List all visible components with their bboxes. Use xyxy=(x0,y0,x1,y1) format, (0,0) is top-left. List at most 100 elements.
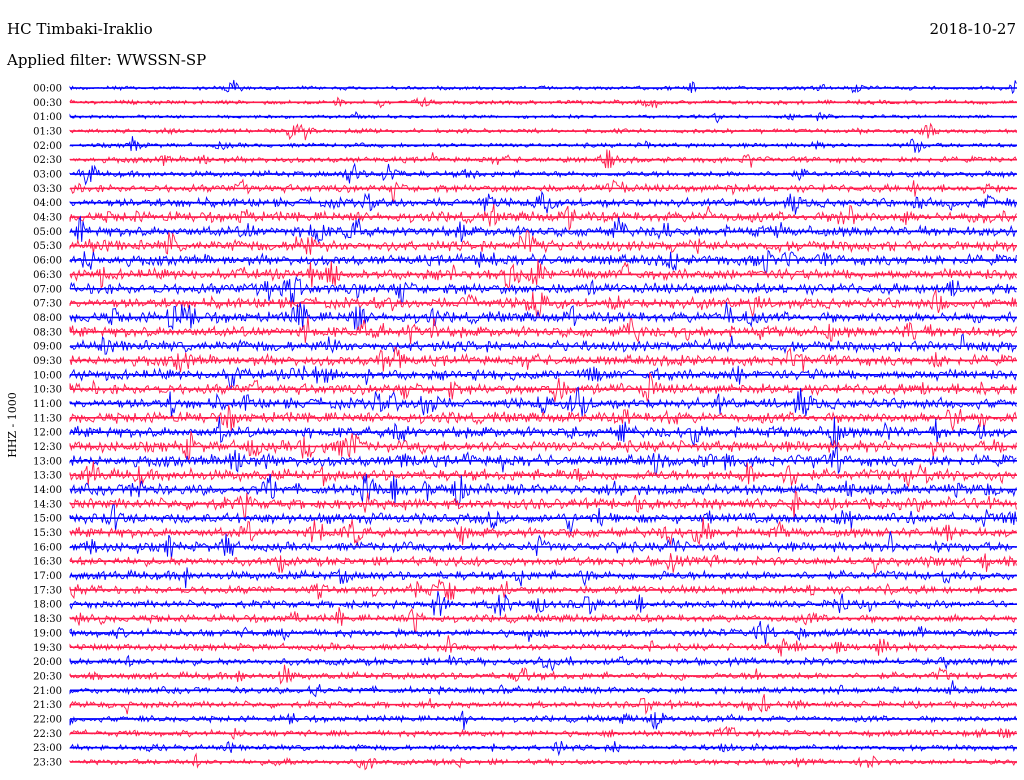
seismic-trace xyxy=(69,445,1017,477)
time-tick-label: 07:00 xyxy=(33,284,62,295)
time-tick-label: 20:30 xyxy=(33,671,62,682)
time-tick-label: 04:30 xyxy=(33,213,62,224)
station-title: HC Timbaki-Iraklio xyxy=(7,20,153,38)
seismic-trace xyxy=(69,289,1017,319)
seismic-trace xyxy=(69,431,1017,462)
time-tick-label: 01:00 xyxy=(33,112,62,123)
time-tick-label: 07:30 xyxy=(33,299,62,310)
traces-layer xyxy=(69,79,1017,771)
seismic-trace xyxy=(69,302,1017,331)
time-tick-label: 02:00 xyxy=(33,141,62,152)
seismic-trace xyxy=(69,162,1017,186)
time-tick-label: 12:30 xyxy=(33,442,62,453)
time-tick-label: 20:00 xyxy=(33,657,62,668)
seismic-trace xyxy=(69,694,1017,715)
time-tick-label: 09:30 xyxy=(33,356,62,367)
time-tick-label: 05:00 xyxy=(33,227,62,238)
time-tick-label: 00:30 xyxy=(33,98,62,109)
time-tick-label: 05:30 xyxy=(33,241,62,252)
time-tick-label: 14:00 xyxy=(33,485,62,496)
time-tick-label: 15:00 xyxy=(33,514,62,525)
record-date: 2018-10-27 xyxy=(929,20,1016,38)
seismic-trace xyxy=(69,96,1017,109)
seismic-trace xyxy=(69,635,1017,657)
seismic-trace xyxy=(69,620,1017,645)
time-tick-label: 00:00 xyxy=(33,84,62,95)
time-tick-label: 01:30 xyxy=(33,127,62,138)
time-tick-label: 03:30 xyxy=(33,184,62,195)
time-tick-label: 23:00 xyxy=(33,743,62,754)
seismic-trace xyxy=(69,110,1017,124)
seismic-trace xyxy=(69,591,1017,616)
seismic-trace xyxy=(69,607,1017,634)
seismic-trace xyxy=(69,752,1017,771)
time-tick-label: 19:30 xyxy=(33,643,62,654)
seismic-trace xyxy=(69,365,1017,390)
time-tick-label: 16:00 xyxy=(33,542,62,553)
time-labels: 00:00 00:30 01:00 01:30 02:00 02:30 03:00 03:30… xyxy=(33,84,62,769)
time-tick-label: 18:30 xyxy=(33,614,62,625)
seismic-trace xyxy=(69,79,1017,95)
seismic-trace xyxy=(69,710,1017,730)
seismic-trace xyxy=(69,473,1017,508)
time-tick-label: 21:30 xyxy=(33,700,62,711)
time-tick-label: 04:00 xyxy=(33,198,62,209)
seismic-trace xyxy=(69,316,1017,344)
seismic-trace xyxy=(69,215,1017,244)
seismic-trace xyxy=(69,259,1017,290)
time-tick-label: 17:00 xyxy=(33,571,62,582)
seismic-trace xyxy=(69,136,1017,154)
seismic-trace xyxy=(69,553,1017,574)
seismic-trace xyxy=(69,567,1017,589)
time-tick-label: 12:00 xyxy=(33,428,62,439)
time-tick-label: 03:00 xyxy=(33,170,62,181)
time-tick-label: 18:00 xyxy=(33,600,62,611)
time-tick-label: 08:30 xyxy=(33,327,62,338)
seismic-trace xyxy=(69,346,1017,373)
time-tick-label: 11:30 xyxy=(33,413,62,424)
time-tick-label: 11:00 xyxy=(33,399,62,410)
time-tick-label: 08:00 xyxy=(33,313,62,324)
seismic-trace xyxy=(69,249,1017,274)
seismic-trace xyxy=(69,178,1017,203)
seismic-trace xyxy=(69,740,1017,757)
time-tick-label: 14:30 xyxy=(33,499,62,510)
seismic-trace xyxy=(69,333,1017,355)
seismic-trace xyxy=(69,386,1017,418)
seismic-trace xyxy=(69,371,1017,402)
time-tick-label: 23:30 xyxy=(33,757,62,768)
seismic-trace xyxy=(69,405,1017,432)
time-tick-label: 19:00 xyxy=(33,628,62,639)
time-tick-label: 10:30 xyxy=(33,385,62,396)
time-tick-label: 10:00 xyxy=(33,370,62,381)
time-tick-label: 06:30 xyxy=(33,270,62,281)
seismic-trace xyxy=(69,190,1017,215)
seismic-trace xyxy=(69,203,1017,232)
seismic-trace xyxy=(69,579,1017,600)
seismic-trace xyxy=(69,725,1017,740)
seismic-trace xyxy=(69,664,1017,685)
time-tick-label: 21:00 xyxy=(33,686,62,697)
seismic-trace xyxy=(69,490,1017,519)
seismic-trace xyxy=(69,680,1017,698)
seismic-trace xyxy=(69,229,1017,255)
seismic-trace xyxy=(69,122,1017,141)
seismic-trace xyxy=(69,654,1017,672)
seismic-trace xyxy=(69,504,1017,536)
seismic-trace xyxy=(69,461,1017,488)
time-tick-label: 17:30 xyxy=(33,585,62,596)
time-tick-label: 13:30 xyxy=(33,471,62,482)
time-tick-label: 13:00 xyxy=(33,456,62,467)
seismic-trace xyxy=(69,517,1017,546)
seismic-trace xyxy=(69,149,1017,169)
seismic-trace xyxy=(69,416,1017,450)
time-tick-label: 02:30 xyxy=(33,155,62,166)
time-tick-label: 09:00 xyxy=(33,342,62,353)
y-axis-label: HHZ - 1000 xyxy=(6,392,19,458)
time-tick-label: 06:00 xyxy=(33,256,62,267)
filter-label: Applied filter: WWSSN-SP xyxy=(7,51,207,69)
time-tick-label: 16:30 xyxy=(33,557,62,568)
time-tick-label: 22:00 xyxy=(33,714,62,725)
seismic-trace xyxy=(69,531,1017,560)
